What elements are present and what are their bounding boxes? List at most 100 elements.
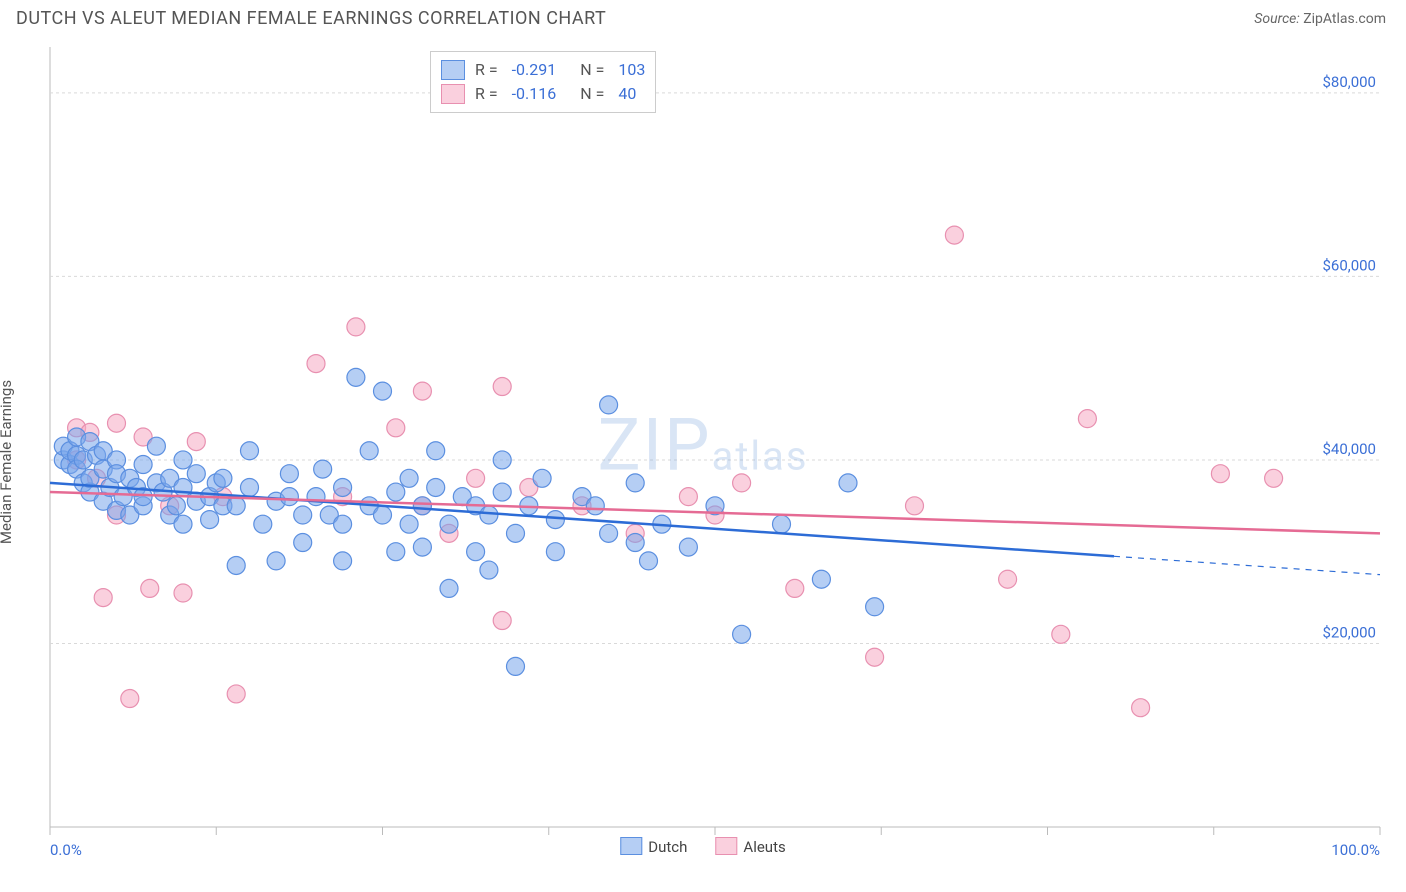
- data-point: [400, 515, 418, 533]
- data-point: [413, 382, 431, 400]
- data-point: [493, 612, 511, 630]
- x-max-label: 100.0%: [1331, 841, 1380, 859]
- data-point: [733, 474, 751, 492]
- data-point: [640, 552, 658, 570]
- series-legend: Dutch Aleuts: [620, 837, 785, 856]
- source-name: ZipAtlas.com: [1303, 11, 1386, 27]
- data-point: [493, 451, 511, 469]
- data-point: [733, 625, 751, 643]
- data-point: [167, 497, 185, 515]
- data-point: [546, 511, 564, 529]
- data-point: [866, 598, 884, 616]
- data-point: [400, 469, 418, 487]
- y-tick-label: $20,000: [1322, 623, 1376, 641]
- data-point: [945, 226, 963, 244]
- data-point: [174, 515, 192, 533]
- data-point: [360, 442, 378, 460]
- data-point: [347, 368, 365, 386]
- data-point: [839, 474, 857, 492]
- data-point: [374, 382, 392, 400]
- data-point: [134, 456, 152, 474]
- data-point: [467, 543, 485, 561]
- legend-swatch: [441, 60, 465, 80]
- data-point: [387, 483, 405, 501]
- data-point: [906, 497, 924, 515]
- data-point: [174, 584, 192, 602]
- data-point: [480, 561, 498, 579]
- legend-item: Dutch: [620, 837, 687, 856]
- data-point: [600, 396, 618, 414]
- data-point: [1132, 699, 1150, 717]
- r-label: R =: [475, 58, 498, 82]
- data-point: [227, 556, 245, 574]
- data-point: [334, 515, 352, 533]
- data-point: [201, 511, 219, 529]
- data-point: [314, 460, 332, 478]
- n-label: N =: [580, 82, 604, 106]
- data-point: [1211, 465, 1229, 483]
- legend-swatch: [441, 84, 465, 104]
- data-point: [347, 318, 365, 336]
- data-point: [773, 515, 791, 533]
- stats-legend: R =-0.291N =103R =-0.116N =40: [430, 51, 656, 113]
- n-label: N =: [580, 58, 604, 82]
- r-value: -0.291: [512, 58, 557, 82]
- data-point: [174, 478, 192, 496]
- data-point: [387, 543, 405, 561]
- data-point: [533, 469, 551, 487]
- data-point: [440, 579, 458, 597]
- data-point: [786, 579, 804, 597]
- trend-line-ext: [1114, 556, 1380, 574]
- stats-row: R =-0.116N =40: [441, 82, 645, 106]
- data-point: [413, 538, 431, 556]
- data-point: [586, 497, 604, 515]
- data-point: [387, 419, 405, 437]
- data-point: [507, 657, 525, 675]
- data-point: [280, 465, 298, 483]
- data-point: [427, 442, 445, 460]
- data-point: [334, 478, 352, 496]
- data-point: [174, 451, 192, 469]
- data-point: [467, 469, 485, 487]
- data-point: [440, 515, 458, 533]
- data-point: [187, 465, 205, 483]
- data-point: [241, 478, 259, 496]
- data-point: [1078, 410, 1096, 428]
- data-point: [626, 474, 644, 492]
- data-point: [493, 483, 511, 501]
- data-point: [280, 488, 298, 506]
- data-point: [94, 589, 112, 607]
- data-point: [294, 534, 312, 552]
- y-tick-label: $60,000: [1322, 256, 1376, 274]
- data-point: [413, 497, 431, 515]
- x-min-label: 0.0%: [50, 841, 82, 859]
- data-point: [334, 552, 352, 570]
- data-point: [187, 433, 205, 451]
- data-point: [141, 579, 159, 597]
- data-point: [147, 437, 165, 455]
- n-value: 103: [618, 58, 645, 82]
- y-axis-title: Median Female Earnings: [0, 380, 15, 544]
- data-point: [1052, 625, 1070, 643]
- scatter-plot: $20,000$40,000$60,000$80,0000.0%100.0%: [0, 37, 1406, 887]
- chart-source: Source: ZipAtlas.com: [1254, 11, 1386, 27]
- data-point: [241, 442, 259, 460]
- data-point: [1265, 469, 1283, 487]
- data-point: [546, 543, 564, 561]
- data-point: [374, 506, 392, 524]
- chart-header: DUTCH VS ALEUT MEDIAN FEMALE EARNINGS CO…: [0, 0, 1406, 37]
- data-point: [999, 570, 1017, 588]
- legend-swatch: [715, 837, 737, 855]
- data-point: [227, 685, 245, 703]
- data-point: [267, 552, 285, 570]
- data-point: [812, 570, 830, 588]
- data-point: [427, 478, 445, 496]
- data-point: [254, 515, 272, 533]
- data-point: [679, 488, 697, 506]
- data-point: [108, 414, 126, 432]
- legend-swatch: [620, 837, 642, 855]
- data-point: [600, 524, 618, 542]
- data-point: [121, 690, 139, 708]
- n-value: 40: [618, 82, 636, 106]
- legend-label: Aleuts: [743, 838, 785, 856]
